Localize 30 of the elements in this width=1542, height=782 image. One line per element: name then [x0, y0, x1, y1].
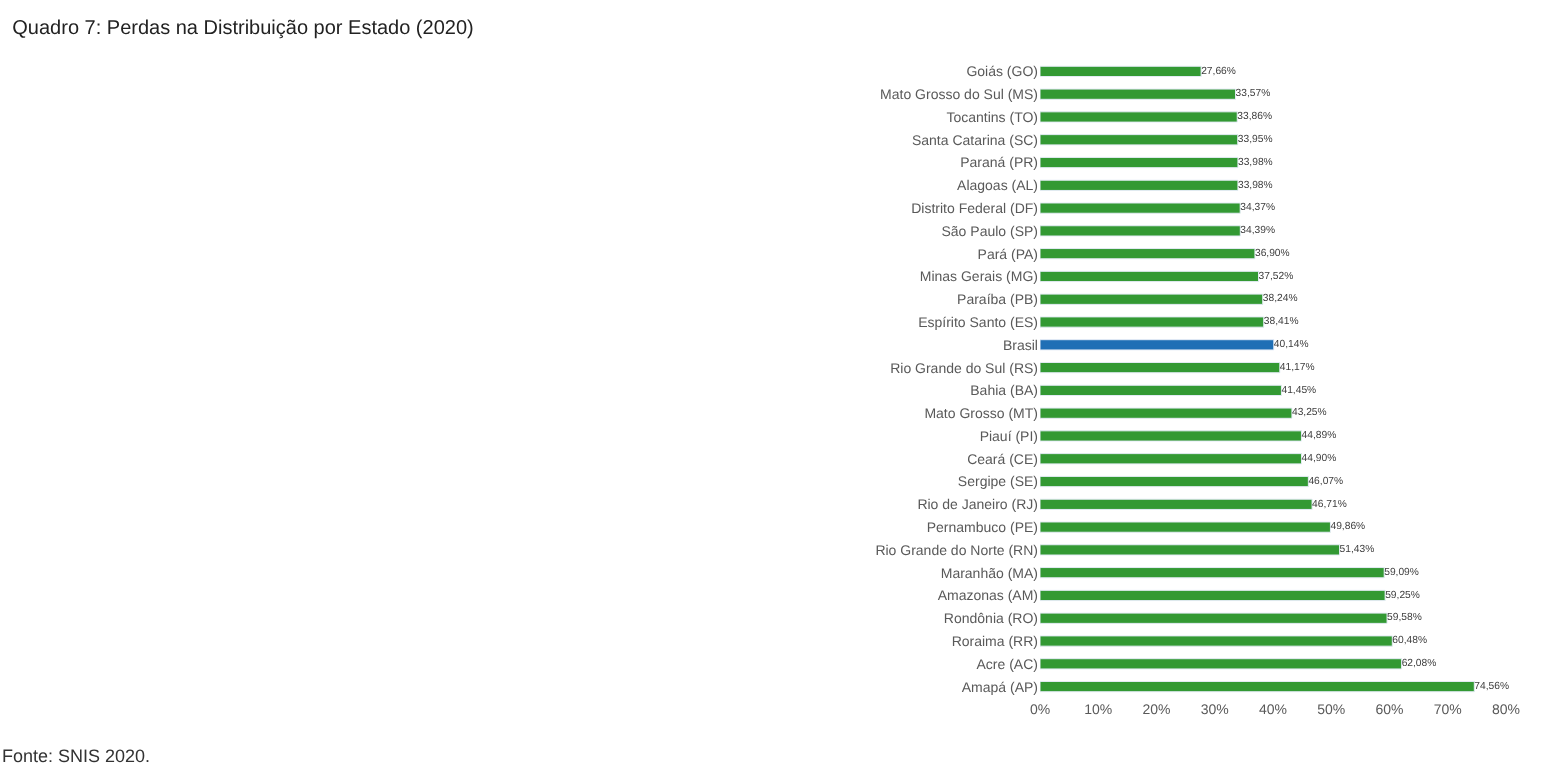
bar	[1040, 293, 1264, 305]
bar	[1040, 612, 1388, 624]
bar	[1040, 544, 1341, 556]
bar	[1040, 65, 1202, 78]
bar	[1040, 567, 1385, 579]
bar	[1040, 658, 1403, 670]
bar	[1040, 316, 1265, 328]
bar	[1040, 430, 1302, 442]
bar	[1040, 339, 1275, 351]
text: Quadro 7: Perdas na Distribuição por Estado (2020)	[12, 17, 474, 40]
bar	[1040, 134, 1239, 146]
bar	[1040, 453, 1303, 465]
bar	[1040, 521, 1331, 533]
bar	[1040, 202, 1241, 214]
bar	[1040, 179, 1239, 191]
bar	[1040, 156, 1239, 169]
bar	[1040, 225, 1241, 237]
bar	[1040, 111, 1238, 123]
bar	[1040, 407, 1293, 419]
bar	[1040, 248, 1256, 260]
bar	[1040, 635, 1393, 647]
bar	[1040, 384, 1282, 397]
bar	[1040, 475, 1309, 488]
source-note: Fonte: SNIS 2020.	[2, 746, 151, 766]
bar	[1040, 680, 1475, 693]
bar	[1040, 498, 1313, 510]
bar	[1040, 270, 1260, 283]
bar	[1040, 361, 1281, 374]
bar	[1040, 589, 1386, 602]
bar	[1040, 88, 1237, 100]
